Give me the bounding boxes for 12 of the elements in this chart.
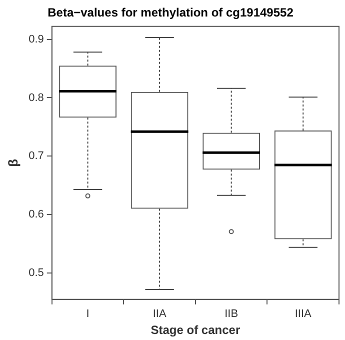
y-tick-label: 0.7: [28, 150, 44, 162]
y-tick-label: 0.6: [28, 208, 44, 221]
x-axis-title: Stage of cancer: [150, 323, 240, 338]
y-tick-label: 0.8: [28, 92, 44, 104]
y-axis-title: β: [5, 158, 20, 167]
x-tick-label: IIA: [152, 308, 167, 320]
x-tick-label: IIB: [224, 308, 238, 320]
x-tick-label: I: [86, 308, 90, 320]
y-tick-label: 0.9: [28, 33, 44, 46]
y-tick-label: 0.5: [28, 267, 44, 280]
chart-title: Beta−values for methylation of cg19149552: [48, 6, 294, 20]
x-tick-label: IIIA: [294, 308, 312, 320]
